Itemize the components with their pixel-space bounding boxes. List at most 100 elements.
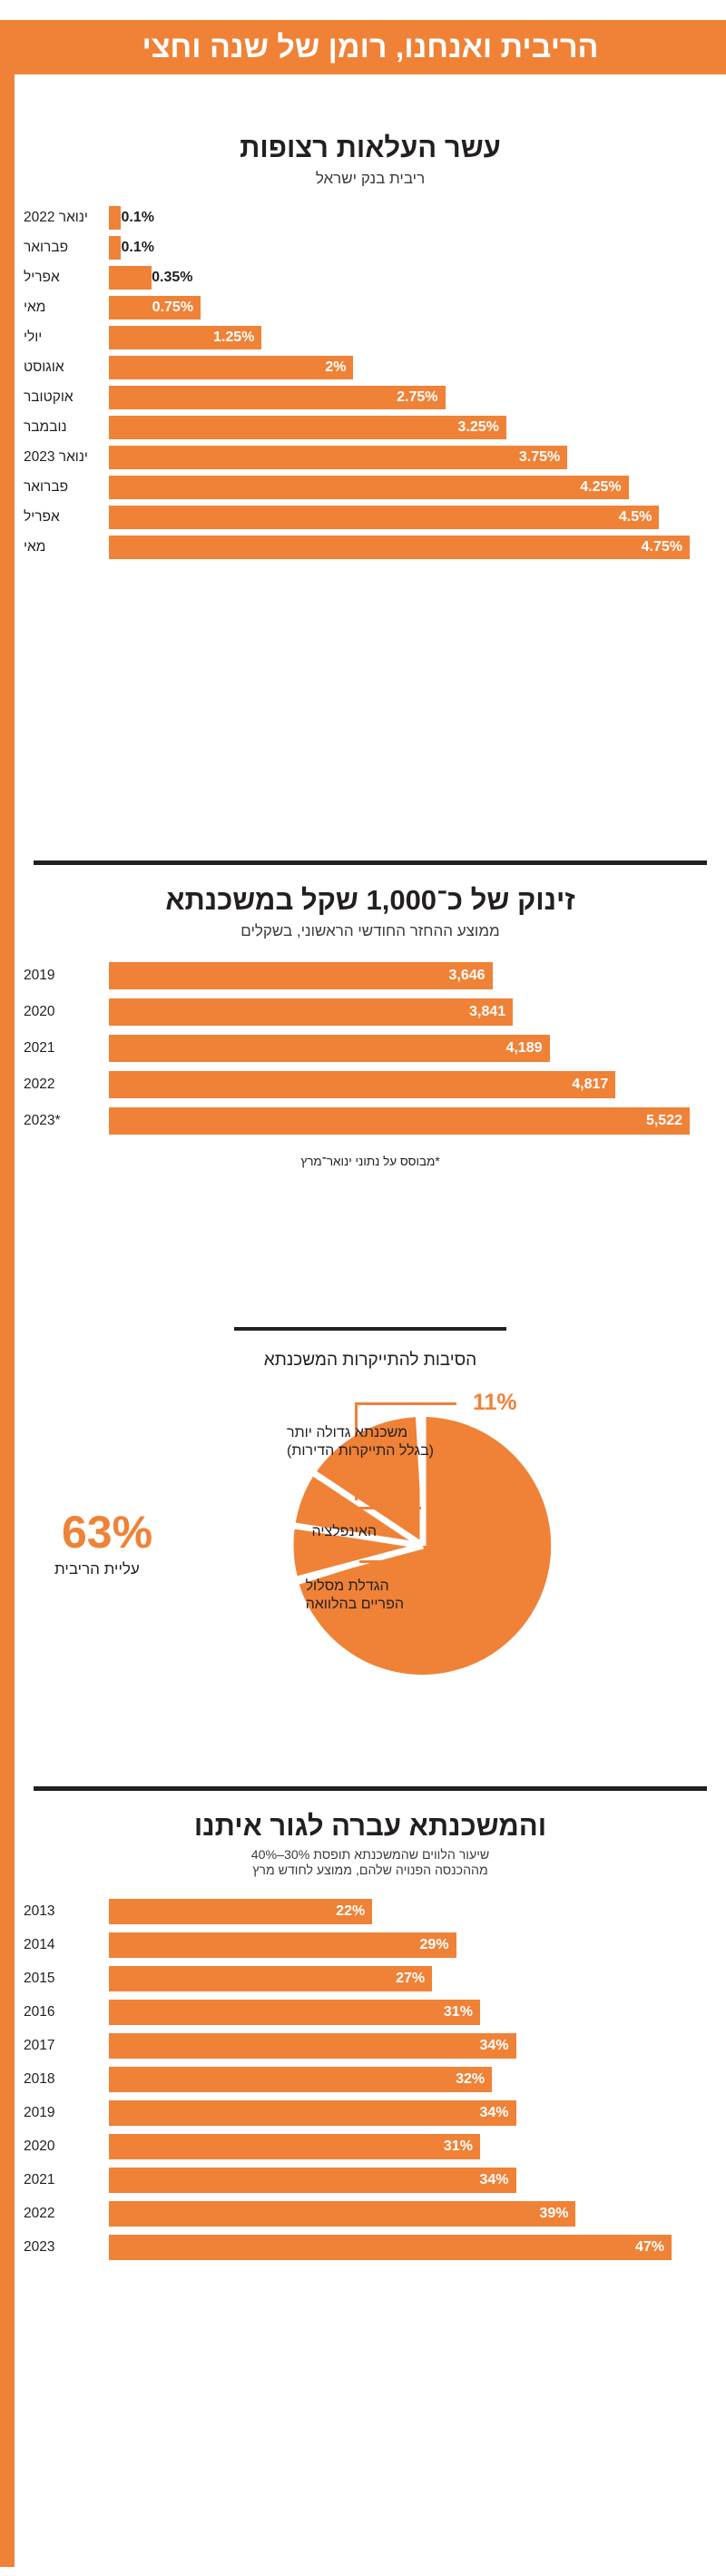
left-accent-rail [0, 20, 15, 2567]
bar-row: 2019 34% [15, 2099, 726, 2126]
divider-2 [234, 1327, 506, 1331]
bar-row: נובמבר 3.25% [15, 416, 726, 440]
section1-subtitle: ריבית בנק ישראל [315, 169, 426, 187]
bar-fill: 2.75% [109, 386, 446, 410]
bar-value-label: 4,189 [505, 1040, 543, 1057]
header-banner: הריבית ואנחנו, רומן של שנה וחצי [15, 20, 726, 74]
bar-row: 2020 3,841 [15, 998, 726, 1027]
bar-track: 29% [109, 1932, 726, 1958]
bar-track: 0.1% [109, 206, 726, 231]
bar-fill: 31% [109, 2133, 480, 2159]
bar-fill: 1.25% [109, 326, 262, 350]
bar-track: 4,817 [109, 1071, 726, 1099]
bar-row: אפריל 0.35% [15, 266, 726, 290]
bar-track: 22% [109, 1898, 726, 1924]
pie-callout-caption-11: משכנתא גדולה יותר (בגלל התייקרות הדירות) [287, 1424, 434, 1460]
bar-fill: 3,841 [109, 998, 514, 1027]
bar-category-label: 2013 [24, 1903, 55, 1919]
bar-value-label: 2% [325, 359, 347, 376]
pie-caption-11-l1: משכנתא גדולה יותר [287, 1425, 408, 1441]
section-burden-share: והמשכנתא עברה לגור איתנו שיעור הלווים שה… [15, 1810, 726, 2268]
divider-1 [34, 860, 707, 865]
bar-fill: 32% [109, 2066, 493, 2092]
section2-subtitle: ממוצע ההחזר החודשי הראשוני, בשקלים [240, 921, 500, 939]
pie-callout-caption-14: הגדלת מסלול הפריים בהלוואה [306, 1578, 404, 1613]
interest-rate-bar-chart: ינואר 2022 0.1% פברואר 0.1% אפריל 0.35% מאי 0.7… [15, 206, 726, 560]
bar-category-label: יולי [24, 329, 43, 346]
pie-callout-pct-12: 12% [427, 1494, 474, 1520]
bar-track: 39% [109, 2200, 726, 2227]
bar-value-label: 2.75% [397, 389, 438, 406]
pie-callout-pct-63: 63% [62, 1507, 153, 1558]
bar-category-label: פברואר [24, 479, 69, 496]
section-mortgage-reasons: הסיבות להתייקרות המשכנתא [15, 1351, 726, 1718]
bar-fill [109, 236, 122, 261]
bar-row: *2023 5,522 [15, 1107, 726, 1136]
bar-row: 2020 31% [15, 2133, 726, 2159]
bar-fill: 34% [109, 2167, 516, 2193]
bar-value-label: 4.5% [618, 509, 652, 526]
bar-row: יולי 1.25% [15, 326, 726, 350]
bar-value-label: 34% [479, 2171, 509, 2188]
bar-row: 2022 39% [15, 2200, 726, 2227]
section4-title: והמשכנתא עברה לגור איתנו [193, 1810, 547, 1842]
bar-value-label: 3,841 [469, 1004, 506, 1020]
bar-fill [109, 266, 152, 290]
section4-subtitle: שיעור הלווים שהמשכנתא תופסת 30%–40% מההכ… [15, 1848, 726, 1879]
bar-category-label: מאי [24, 539, 46, 556]
bar-row: ינואר 2023 3.75% [15, 446, 726, 470]
bar-fill: 22% [109, 1898, 373, 1924]
pie-caption-14-l1: הגדלת מסלול [305, 1578, 389, 1595]
bar-value-label: 3.75% [518, 449, 561, 466]
bar-category-label: 2023 [24, 2238, 55, 2255]
bar-track: 34% [109, 2167, 726, 2193]
bar-value-label: 0.75% [152, 300, 194, 316]
bar-row: 2015 27% [15, 1965, 726, 1991]
bar-category-label: 2022 [24, 1077, 55, 1093]
section-interest-rate: עשר העלאות רצופות ריבית בנק ישראל ינואר … [15, 132, 726, 565]
bar-value-label: 3,646 [448, 968, 486, 984]
bar-fill: 31% [109, 1999, 480, 2025]
bar-track: 32% [109, 2066, 726, 2092]
burden-share-bar-chart: 2013 22% 2014 29% 2015 27% 2016 31% 2017 34% 2018 3… [15, 1898, 726, 2260]
bar-category-label: 2020 [24, 2138, 55, 2154]
bar-value-label: 5,522 [645, 1113, 682, 1129]
bar-fill: 3.75% [109, 446, 568, 470]
bar-category-label: אפריל [24, 509, 60, 526]
bar-value-label: 0.1% [121, 210, 154, 226]
bar-category-label: 2016 [24, 2003, 55, 2020]
bar-category-label: פברואר [24, 240, 69, 256]
bar-value-label: 34% [479, 2104, 509, 2120]
bar-row: 2021 34% [15, 2167, 726, 2193]
pie-caption-14-l2: הפריים בהלוואה [305, 1596, 404, 1612]
pie-leader-h-14 [359, 1560, 421, 1563]
bar-category-label: אפריל [24, 270, 60, 286]
divider-3 [34, 1786, 707, 1791]
bar-track: 2.75% [109, 386, 726, 410]
bar-row: מאי 4.75% [15, 536, 726, 560]
bar-row: 2022 4,817 [15, 1071, 726, 1099]
bar-row: 2016 31% [15, 1999, 726, 2025]
bar-track: 4.5% [109, 506, 726, 530]
bar-value-label: 29% [419, 1936, 449, 1952]
bar-category-label: 2020 [24, 1004, 55, 1020]
bar-value-label: 0.35% [152, 270, 193, 286]
bar-row: 2018 32% [15, 2066, 726, 2092]
bar-fill: 47% [109, 2234, 672, 2260]
bar-track: 31% [109, 2133, 726, 2159]
bar-row: אוגוסט 2% [15, 356, 726, 380]
bar-fill: 3.25% [109, 416, 506, 440]
pie-slice-bigger-mortgage [315, 1417, 423, 1547]
reasons-pie-chart [293, 1417, 552, 1676]
bar-category-label: ינואר 2022 [24, 210, 88, 226]
pie-chart-area: 11% משכנתא גדולה יותר (בגלל התייקרות הדי… [15, 1382, 726, 1718]
bar-value-label: 31% [443, 2003, 473, 2020]
pie-callout-pct-11: 11% [473, 1390, 517, 1416]
bar-track: 1.25% [109, 326, 726, 350]
bar-track: 4.25% [109, 476, 726, 500]
bar-track: 31% [109, 1999, 726, 2025]
section2-title: זינוק של כ־1,000 שקל במשכנתא [165, 884, 575, 916]
bar-fill: 0.75% [109, 296, 201, 320]
bar-value-label: 31% [443, 2138, 473, 2154]
